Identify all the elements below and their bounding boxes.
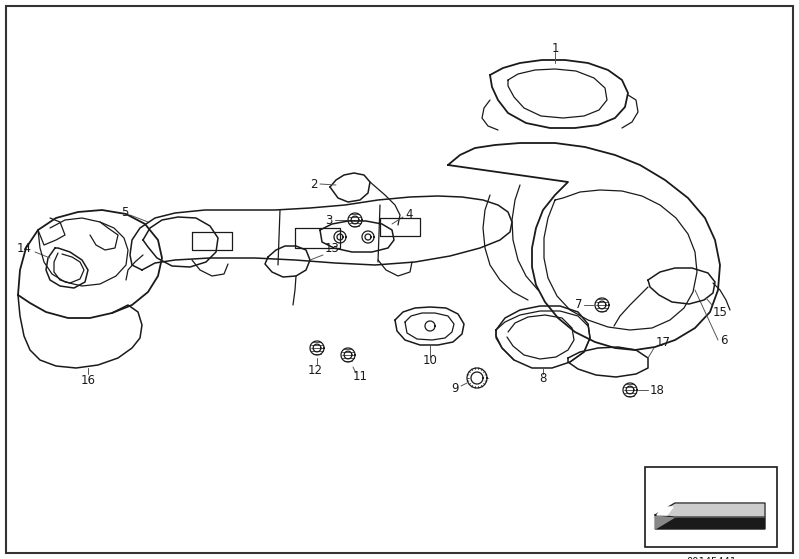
Text: 18: 18 [650,383,665,396]
Text: 10: 10 [423,353,437,367]
Text: 7: 7 [574,299,582,311]
Text: 1: 1 [551,41,559,54]
Polygon shape [655,517,765,529]
Text: 16: 16 [81,373,96,386]
Text: 5: 5 [121,206,128,220]
Text: 6: 6 [720,334,728,347]
Text: 13: 13 [325,241,340,254]
Text: 14: 14 [17,241,32,254]
Text: 3: 3 [326,214,333,226]
Text: 4: 4 [405,207,412,220]
Text: 2: 2 [311,178,318,191]
Text: 17: 17 [656,337,671,349]
Polygon shape [657,507,673,515]
Text: 12: 12 [308,363,323,377]
Polygon shape [655,503,675,529]
Text: 11: 11 [352,371,368,383]
Bar [645,467,777,547]
Text: 00145441: 00145441 [686,557,736,559]
Text: 8: 8 [539,372,547,385]
Polygon shape [655,503,765,517]
Text: 9: 9 [451,381,459,395]
Text: 15: 15 [713,306,727,319]
